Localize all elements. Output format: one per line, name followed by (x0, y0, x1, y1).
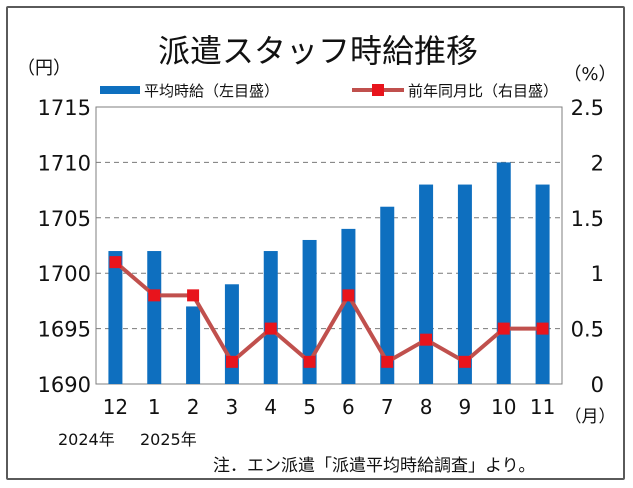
bar-5 (302, 239, 317, 384)
yoy-marker-10 (497, 322, 510, 335)
x-tick-label: 8 (420, 395, 433, 419)
bar-4 (263, 251, 278, 384)
year-label-2025: 2025年 (140, 430, 197, 449)
legend-line-label: 前年同月比（右目盛） (408, 82, 558, 100)
right-tick-label: 2.5 (571, 96, 604, 120)
yoy-marker-1 (148, 289, 161, 302)
right-tick-label: 1.5 (571, 207, 604, 231)
x-axis-ticks: 12 1 2 3 4 5 6 7 8 9 10 11 (103, 395, 556, 419)
yoy-marker-2 (187, 289, 200, 302)
x-tick-label: 4 (264, 395, 277, 419)
x-tick-label: 11 (530, 395, 555, 419)
bar-10 (496, 162, 511, 384)
left-axis-unit: （円） (17, 58, 71, 79)
source-note: 注．エン派遣「派遣平均時給調査」より。 (213, 456, 535, 476)
legend-bar-label: 平均時給（左目盛） (144, 82, 279, 100)
legend-bar-swatch (100, 86, 140, 94)
left-tick-label: 1715 (38, 96, 91, 120)
left-tick-label: 1710 (38, 151, 91, 175)
bar-12 (108, 251, 123, 384)
x-tick-label: 7 (381, 395, 394, 419)
yoy-marker-7 (381, 355, 394, 368)
right-tick-label: 1 (591, 262, 604, 286)
gridlines (96, 161, 562, 330)
x-tick-label: 9 (459, 395, 472, 419)
yoy-marker-3 (225, 355, 238, 368)
legend: 平均時給（左目盛） 前年同月比（右目盛） (100, 82, 558, 100)
x-tick-label: 5 (303, 395, 316, 419)
x-tick-label: 2 (187, 395, 200, 419)
chart-frame (6, 6, 625, 480)
left-axis-ticks: 1690 1695 1700 1705 1710 1715 (38, 96, 91, 397)
yoy-marker-5 (303, 355, 316, 368)
left-tick-label: 1695 (38, 318, 91, 342)
bar-2 (186, 306, 201, 384)
x-tick-label: 3 (226, 395, 239, 419)
chart-title: 派遣スタッフ時給推移 (158, 32, 478, 70)
bar-8 (419, 184, 434, 384)
bar-7 (380, 206, 395, 384)
x-axis-unit: （月） (565, 407, 616, 427)
x-tick-label: 10 (491, 395, 516, 419)
yoy-line (114, 260, 543, 364)
yoy-marker-9 (458, 355, 471, 368)
x-tick-label: 6 (342, 395, 355, 419)
yoy-marker-6 (342, 289, 355, 302)
bar-9 (457, 184, 472, 384)
yoy-marker-12 (109, 256, 122, 269)
right-tick-label: 0 (591, 373, 604, 397)
yoy-marker-8 (420, 333, 433, 346)
bar-3 (224, 284, 239, 384)
bar-6 (341, 228, 356, 384)
x-tick-label: 1 (148, 395, 161, 419)
bar-1 (147, 251, 162, 384)
left-tick-label: 1700 (38, 262, 91, 286)
plot-area (95, 106, 563, 385)
line-series (109, 256, 549, 368)
yoy-marker-4 (264, 322, 277, 335)
x-tick-label: 12 (103, 395, 128, 419)
year-label-2024: 2024年 (58, 430, 115, 449)
legend-line-marker (372, 84, 384, 96)
right-axis-unit: （%） (563, 64, 616, 85)
left-tick-label: 1690 (38, 373, 91, 397)
right-tick-label: 0.5 (571, 318, 604, 342)
left-tick-label: 1705 (38, 207, 91, 231)
yoy-marker-11 (536, 322, 549, 335)
right-axis-ticks: 0 0.5 1 1.5 2 2.5 (571, 96, 604, 397)
right-tick-label: 2 (591, 151, 604, 175)
bar-11 (535, 184, 550, 384)
